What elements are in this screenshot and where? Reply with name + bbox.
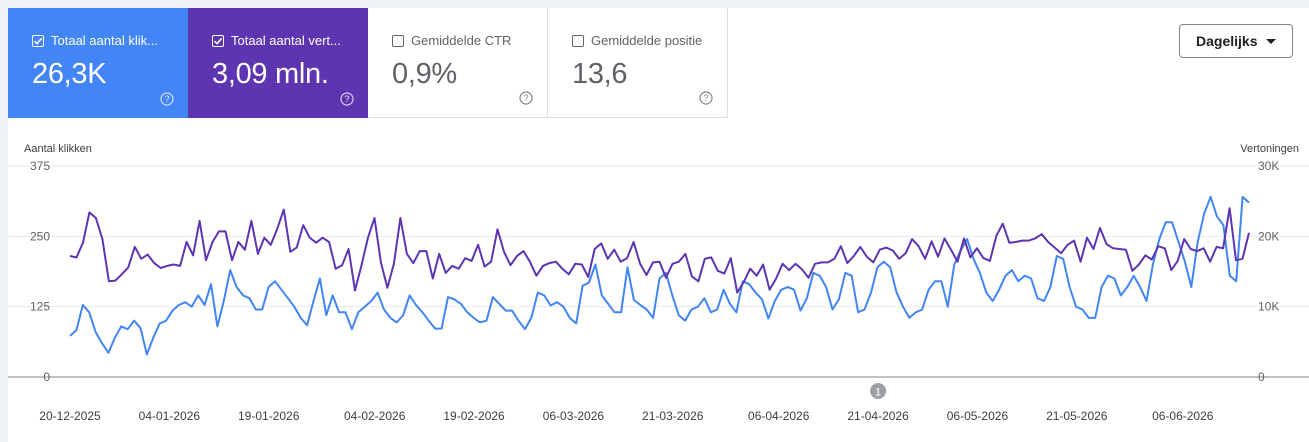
y-left-tick-label: 250 — [30, 229, 50, 243]
checkbox-unchecked-icon[interactable] — [392, 34, 404, 47]
x-tick-label: 20-12-2025 — [39, 409, 101, 423]
annotation-label[interactable]: 1 — [875, 387, 881, 399]
help-icon[interactable]: ? — [160, 92, 174, 106]
metric-card-ctr[interactable]: Gemiddelde CTR 0,9% ? — [368, 8, 548, 118]
checkbox-checked-icon[interactable] — [32, 34, 44, 47]
help-icon[interactable]: ? — [699, 91, 713, 105]
help-icon[interactable]: ? — [519, 91, 533, 105]
x-tick-label: 06-05-2026 — [947, 409, 1009, 423]
metric-value: 26,3K — [32, 58, 107, 90]
checkbox-unchecked-icon[interactable] — [572, 34, 584, 47]
x-tick-label: 04-01-2026 — [139, 409, 201, 423]
metric-value: 13,6 — [572, 58, 628, 90]
x-tick-label: 06-03-2026 — [543, 409, 605, 423]
metric-value: 3,09 mln. — [212, 58, 329, 90]
y-right-tick-label: 10K — [1258, 300, 1279, 314]
svg-text:?: ? — [164, 94, 169, 104]
help-icon[interactable]: ? — [340, 92, 354, 106]
caret-down-icon — [1266, 39, 1276, 44]
x-tick-label: 19-02-2026 — [443, 409, 505, 423]
metric-value: 0,9% — [392, 58, 457, 90]
metric-card-impressions[interactable]: Totaal aantal vert... 3,09 mln. ? — [188, 8, 368, 118]
impressions-series-line — [69, 207, 1250, 294]
y-right-tick-label: 20K — [1258, 229, 1279, 243]
svg-text:?: ? — [703, 93, 708, 103]
metric-cards: Totaal aantal klik... 26,3K ? Totaal aan… — [8, 8, 728, 118]
x-tick-label: 21-05-2026 — [1046, 409, 1108, 423]
granularity-dropdown[interactable]: Dagelijks — [1179, 24, 1293, 58]
y-left-tick-label: 375 — [30, 159, 50, 173]
checkbox-checked-icon[interactable] — [212, 34, 224, 47]
svg-text:?: ? — [344, 94, 349, 104]
performance-panel: Totaal aantal klik... 26,3K ? Totaal aan… — [8, 8, 1309, 442]
metric-card-clicks[interactable]: Totaal aantal klik... 26,3K ? — [8, 8, 188, 118]
y-right-tick-label: 30K — [1258, 159, 1279, 173]
y-left-tick-label: 0 — [43, 370, 50, 384]
annotation-marker[interactable] — [870, 383, 887, 399]
x-tick-label: 06-06-2026 — [1152, 409, 1214, 423]
svg-text:?: ? — [523, 93, 528, 103]
performance-chart: 0 0 125 10K 250 20K 375 30K 20-12-2025 04-01-2026… — [8, 159, 1309, 423]
y-left-tick-label: 125 — [30, 300, 50, 314]
granularity-label: Dagelijks — [1196, 33, 1258, 49]
x-tick-label: 04-02-2026 — [344, 409, 406, 423]
metric-card-position[interactable]: Gemiddelde positie 13,6 ? — [548, 8, 728, 118]
clicks-series-line — [69, 195, 1250, 356]
y-right-axis-title: Vertoningen — [1240, 143, 1299, 155]
x-tick-label: 19-01-2026 — [238, 409, 300, 423]
y-left-axis-title: Aantal klikken — [24, 143, 92, 155]
x-tick-label: 21-04-2026 — [847, 409, 909, 423]
x-tick-label: 06-04-2026 — [748, 409, 810, 423]
y-right-tick-label: 0 — [1258, 370, 1265, 384]
x-tick-label: 21-03-2026 — [642, 409, 704, 423]
